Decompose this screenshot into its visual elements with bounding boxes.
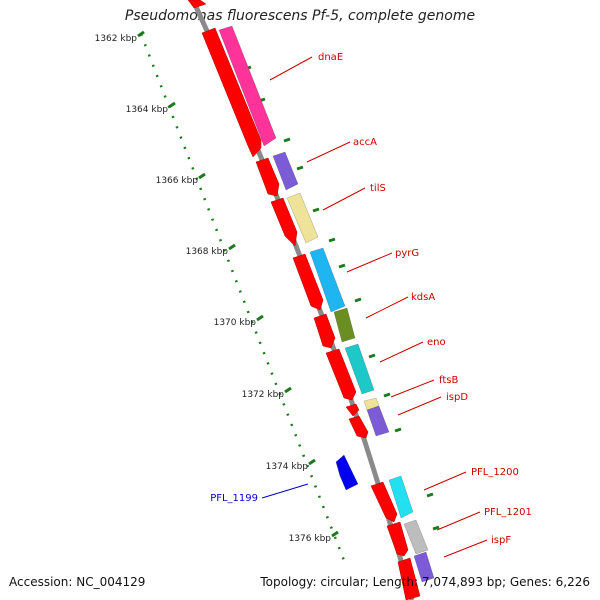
ruler-tick-label: 1362 kbp bbox=[95, 34, 138, 44]
gene-label-ispd: ispD bbox=[446, 392, 468, 403]
gene-pfl-1200 bbox=[388, 475, 414, 519]
ruler-tick bbox=[308, 458, 316, 466]
backbone-tick bbox=[338, 263, 346, 269]
cds-features bbox=[187, 0, 421, 600]
ruler-tick bbox=[198, 172, 206, 180]
gene-leader-tils bbox=[322, 187, 366, 211]
gene-label-ftsb: ftsB bbox=[439, 375, 458, 386]
backbone-tick bbox=[426, 492, 434, 498]
gene-label-dnae: dnaE bbox=[318, 52, 343, 63]
gene-label-pyrg: pyrG bbox=[395, 248, 419, 259]
cds-arrow bbox=[386, 521, 409, 557]
backbone-tick bbox=[383, 392, 391, 398]
backbone-tick bbox=[328, 237, 336, 243]
gene-label-pfl-1200: PFL_1200 bbox=[471, 467, 519, 478]
ruler-tick-label: 1376 kbp bbox=[289, 534, 332, 544]
gene-leader-pfl-1199 bbox=[261, 483, 309, 499]
backbone-tick bbox=[394, 427, 402, 433]
gene-pfl-1201 bbox=[403, 519, 429, 555]
gene-leader-kdsa bbox=[365, 296, 409, 319]
gene-leader-pfl-1200 bbox=[423, 471, 467, 491]
cds-arrow bbox=[255, 157, 280, 197]
cds-arrow bbox=[270, 197, 298, 247]
ruler-tick-label: 1364 kbp bbox=[126, 105, 169, 115]
gene-acca bbox=[272, 151, 299, 191]
backbone-tick bbox=[312, 207, 320, 213]
cds-arrow bbox=[370, 481, 398, 523]
genome-summary: Topology: circular; Length: 7,074,893 bp… bbox=[260, 575, 590, 589]
gene-label-ispf: ispF bbox=[491, 535, 511, 546]
gene-label-pfl-1199: PFL_1199 bbox=[210, 493, 258, 504]
gene-label-kdsa: kdsA bbox=[411, 292, 435, 303]
cds-arrow bbox=[325, 348, 357, 401]
gene-eno bbox=[344, 343, 375, 395]
gene-leader-ftsb bbox=[390, 379, 435, 398]
gene-label-tils: tilS bbox=[370, 183, 386, 194]
gene-leader-pyrg bbox=[346, 252, 393, 273]
gene-leader-ispf bbox=[443, 539, 488, 558]
ruler-tick-label: 1366 kbp bbox=[156, 176, 199, 186]
gene-pfl-1199 bbox=[335, 454, 359, 491]
gene-label-acca: accA bbox=[353, 137, 377, 148]
ruler-tick-label: 1368 kbp bbox=[186, 247, 229, 257]
cds-arrow bbox=[397, 557, 421, 600]
cds-arrow bbox=[201, 27, 262, 158]
scale-ruler: 1362 kbp 1364 kbp 1366 kbp 1368 kbp 1370 kbp… bbox=[95, 30, 347, 564]
cds-arrow bbox=[348, 415, 369, 439]
gene-label-pfl-1201: PFL_1201 bbox=[484, 507, 532, 518]
gene-labels: dnaE accA tilS pyrG kdsA eno ftsB ispD PFL_1199 P… bbox=[210, 52, 532, 558]
backbone-tick bbox=[283, 137, 291, 143]
gene-features bbox=[218, 25, 435, 583]
ruler-tick bbox=[331, 530, 339, 538]
ruler-tick bbox=[137, 30, 145, 38]
ruler-tick bbox=[168, 101, 176, 109]
cds-arrow bbox=[292, 253, 324, 311]
backbone-tick bbox=[368, 353, 376, 359]
gene-leader-eno bbox=[379, 341, 424, 363]
backbone-tick bbox=[296, 165, 304, 171]
ruler-tick-label: 1372 kbp bbox=[242, 390, 285, 400]
gene-kdsa bbox=[333, 307, 356, 343]
backbone-tick bbox=[354, 297, 362, 303]
gene-leader-acca bbox=[306, 141, 351, 163]
gene-tils bbox=[286, 192, 319, 244]
gene-ispd bbox=[366, 405, 390, 437]
gene-label-eno: eno bbox=[427, 337, 446, 348]
cds-arrow bbox=[187, 0, 207, 9]
ruler-tick-label: 1370 kbp bbox=[214, 318, 257, 328]
gene-pyrg bbox=[309, 247, 346, 313]
gene-leader-ispd bbox=[397, 396, 442, 416]
accession-label: Accession: NC_004129 bbox=[9, 575, 146, 589]
ruler-tick bbox=[284, 386, 292, 394]
ruler-tick bbox=[256, 314, 264, 322]
backbone-tick bbox=[432, 525, 440, 531]
gene-dnae bbox=[218, 25, 277, 147]
cds-arrow bbox=[345, 403, 360, 417]
gene-ispf bbox=[413, 551, 435, 583]
gene-leader-pfl-1201 bbox=[436, 511, 481, 531]
ruler-tick bbox=[228, 243, 236, 251]
ruler-tick-label: 1374 kbp bbox=[266, 462, 309, 472]
map-title: Pseudomonas fluorescens Pf-5, complete g… bbox=[124, 8, 476, 24]
cds-arrow bbox=[313, 313, 336, 349]
gene-leader-dnae bbox=[269, 56, 313, 81]
